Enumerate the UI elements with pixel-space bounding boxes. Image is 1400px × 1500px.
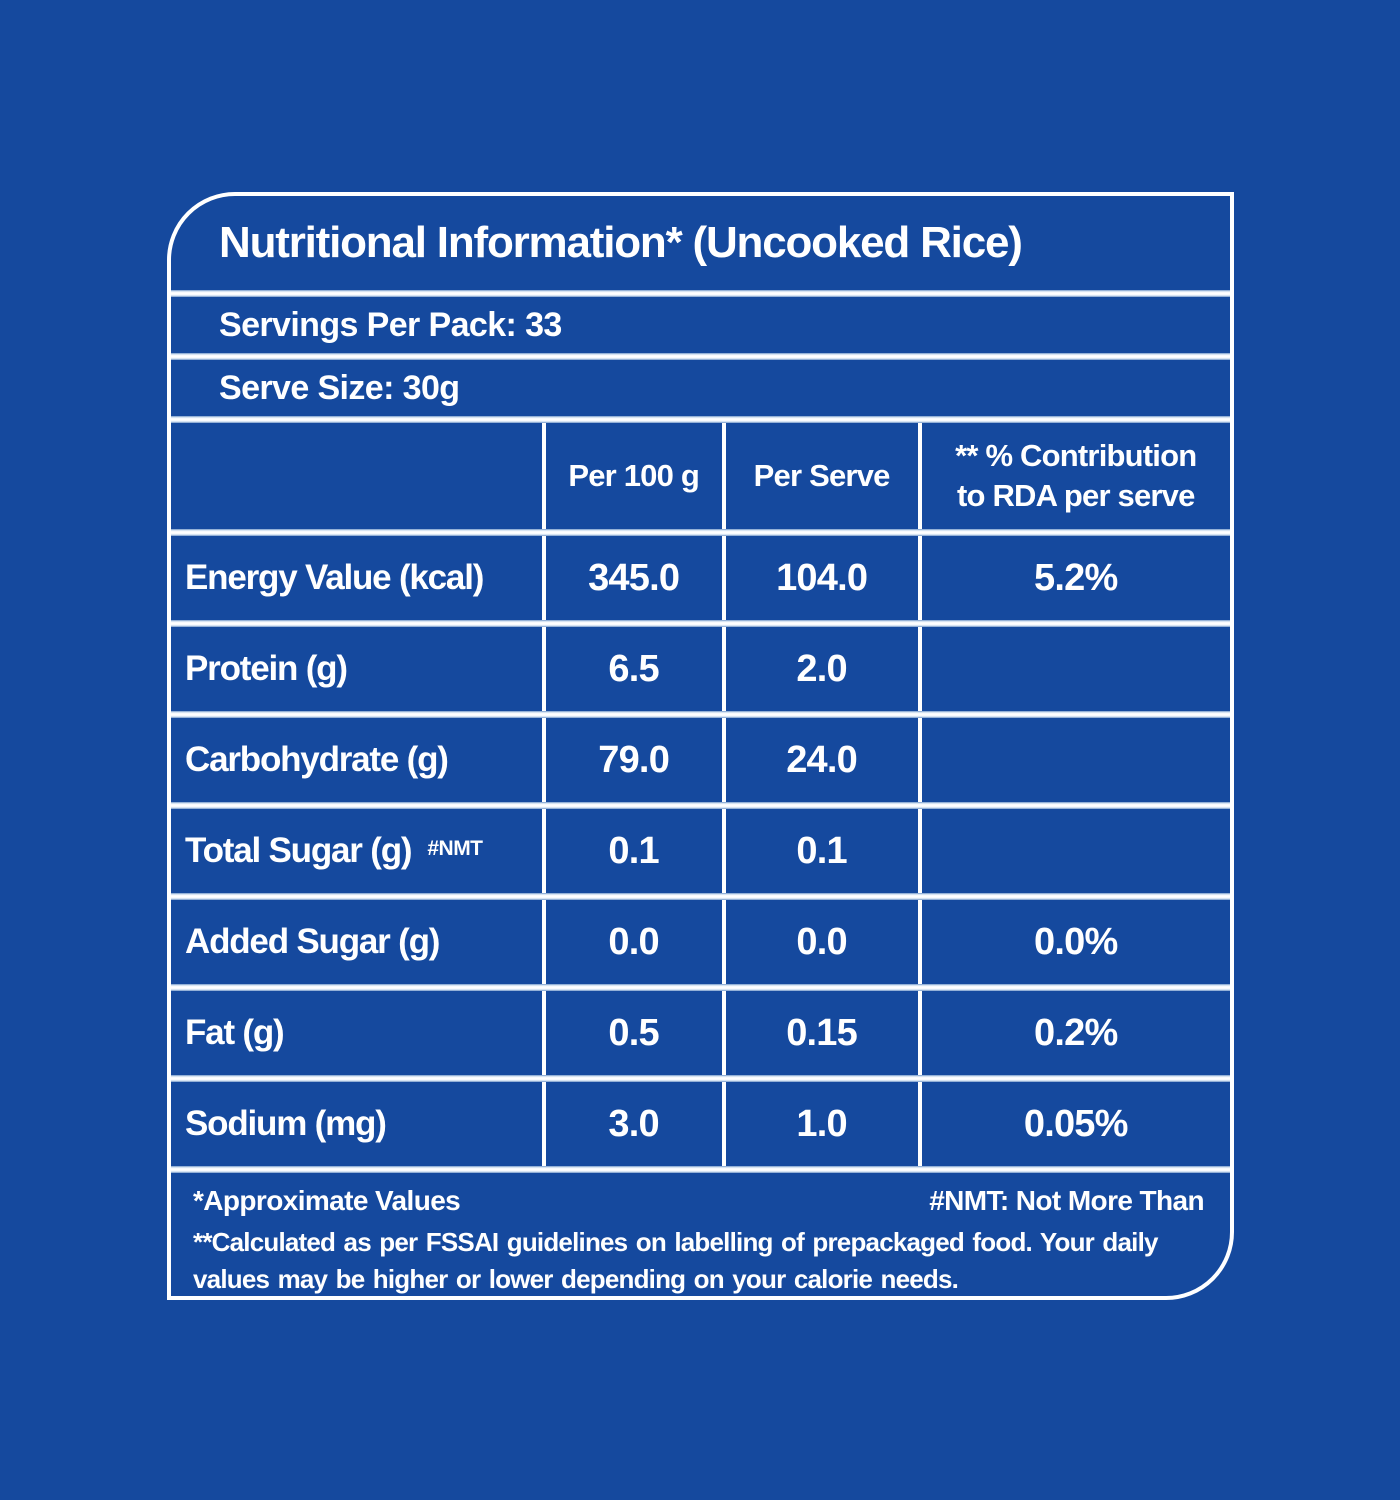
- header-per-100g: Per 100 g: [541, 423, 722, 529]
- nmt-superscript: #NMT: [427, 837, 483, 860]
- approximate-values-note: *Approximate Values: [193, 1185, 461, 1216]
- footnote-line1: *Approximate Values #NMT: Not More Than: [193, 1185, 1205, 1217]
- rda-value: 0.05%: [1023, 1102, 1129, 1145]
- rda-cell: 0.2%: [917, 991, 1230, 1075]
- per-serve-value: 0.15: [786, 1011, 858, 1054]
- table-row-sodium: Sodium (mg) 3.0 1.0 0.05%: [171, 1082, 1230, 1166]
- table-row-total-sugar: Total Sugar (g) #NMT 0.1 0.1: [171, 809, 1230, 893]
- row-label: Fat (g): [185, 1013, 285, 1052]
- divider: [171, 984, 1230, 991]
- per-serve-cell: 1.0: [721, 1082, 918, 1166]
- rda-value: 0.2%: [1034, 1011, 1118, 1054]
- row-label-cell: Energy Value (kcal): [171, 536, 542, 620]
- header-rda-line2: to RDA per serve: [956, 478, 1195, 513]
- per-serve-value: 104.0: [776, 556, 868, 599]
- per-100g-value: 6.5: [608, 647, 659, 690]
- divider: [171, 802, 1230, 809]
- header-per-serve: Per Serve: [721, 423, 918, 529]
- per-serve-value: 1.0: [796, 1102, 847, 1145]
- divider: [171, 529, 1230, 536]
- footnotes-section: *Approximate Values #NMT: Not More Than …: [171, 1173, 1230, 1296]
- per-100g-cell: 3.0: [541, 1082, 722, 1166]
- rda-cell: [917, 718, 1230, 802]
- row-label-cell: Carbohydrate (g): [171, 718, 542, 802]
- row-label: Carbohydrate (g): [185, 740, 449, 779]
- divider: [171, 1075, 1230, 1082]
- per-100g-cell: 79.0: [541, 718, 722, 802]
- per-100g-value: 0.5: [608, 1011, 659, 1054]
- table-row-protein: Protein (g) 6.5 2.0: [171, 627, 1230, 711]
- per-serve-cell: 104.0: [721, 536, 918, 620]
- rda-cell: 0.0%: [917, 900, 1230, 984]
- table-row-added-sugar: Added Sugar (g) 0.0 0.0 0.0%: [171, 900, 1230, 984]
- rda-cell: 0.05%: [917, 1082, 1230, 1166]
- per-serve-value: 2.0: [796, 647, 847, 690]
- panel-title: Nutritional Information* (Uncooked Rice): [219, 218, 1023, 267]
- table-row-carbohydrate: Carbohydrate (g) 79.0 24.0: [171, 718, 1230, 802]
- nutrition-panel: Nutritional Information* (Uncooked Rice)…: [167, 192, 1234, 1300]
- per-100g-cell: 6.5: [541, 627, 722, 711]
- divider: [171, 711, 1230, 718]
- per-serve-cell: 0.1: [721, 809, 918, 893]
- table-header-row: Per 100 g Per Serve ** % Contribution to…: [171, 423, 1230, 529]
- row-label: Added Sugar (g): [185, 922, 440, 961]
- rda-cell: [917, 809, 1230, 893]
- header-rda-line1: ** % Contribution: [955, 438, 1197, 474]
- serve-size: Serve Size: 30g: [219, 368, 460, 407]
- header-rda-label: ** % Contribution to RDA per serve: [955, 436, 1197, 515]
- row-label-cell: Fat (g): [171, 991, 542, 1075]
- header-rda-contribution: ** % Contribution to RDA per serve: [917, 423, 1230, 529]
- per-100g-value: 345.0: [588, 556, 680, 599]
- per-100g-cell: 0.5: [541, 991, 722, 1075]
- divider: [171, 1166, 1230, 1173]
- divider: [171, 416, 1230, 423]
- per-100g-value: 0.0: [608, 920, 659, 963]
- row-label: Total Sugar (g): [185, 831, 413, 870]
- row-label-cell: Added Sugar (g): [171, 900, 542, 984]
- rda-cell: 5.2%: [917, 536, 1230, 620]
- row-label-cell: Protein (g): [171, 627, 542, 711]
- nmt-definition: #NMT: Not More Than: [929, 1185, 1204, 1216]
- row-label: Sodium (mg): [185, 1104, 387, 1143]
- servings-per-pack: Servings Per Pack: 33: [219, 305, 562, 344]
- header-blank-cell: [171, 423, 542, 529]
- per-100g-value: 79.0: [598, 738, 670, 781]
- rda-cell: [917, 627, 1230, 711]
- per-serve-value: 0.0: [796, 920, 847, 963]
- per-100g-value: 0.1: [608, 829, 659, 872]
- row-label-cell: Total Sugar (g) #NMT: [171, 809, 542, 893]
- divider: [171, 290, 1230, 297]
- rda-value: 0.0%: [1034, 920, 1118, 963]
- per-serve-cell: 24.0: [721, 718, 918, 802]
- per-100g-cell: 0.1: [541, 809, 722, 893]
- header-per-serve-label: Per Serve: [753, 458, 891, 494]
- divider: [171, 353, 1230, 360]
- header-per-100g-label: Per 100 g: [568, 458, 699, 494]
- per-100g-cell: 345.0: [541, 536, 722, 620]
- fssai-note: **Calculated as per FSSAI guidelines on …: [193, 1227, 1158, 1294]
- per-100g-cell: 0.0: [541, 900, 722, 984]
- per-serve-value: 0.1: [796, 829, 847, 872]
- per-serve-cell: 2.0: [721, 627, 918, 711]
- row-label: Protein (g): [185, 649, 348, 688]
- per-serve-cell: 0.15: [721, 991, 918, 1075]
- rda-value: 5.2%: [1034, 556, 1118, 599]
- per-serve-cell: 0.0: [721, 900, 918, 984]
- row-label: Energy Value (kcal): [185, 558, 484, 597]
- per-serve-value: 24.0: [786, 738, 858, 781]
- divider: [171, 620, 1230, 627]
- per-100g-value: 3.0: [608, 1102, 659, 1145]
- row-label-cell: Sodium (mg): [171, 1082, 542, 1166]
- table-row-fat: Fat (g) 0.5 0.15 0.2%: [171, 991, 1230, 1075]
- table-row-energy: Energy Value (kcal) 345.0 104.0 5.2%: [171, 536, 1230, 620]
- divider: [171, 893, 1230, 900]
